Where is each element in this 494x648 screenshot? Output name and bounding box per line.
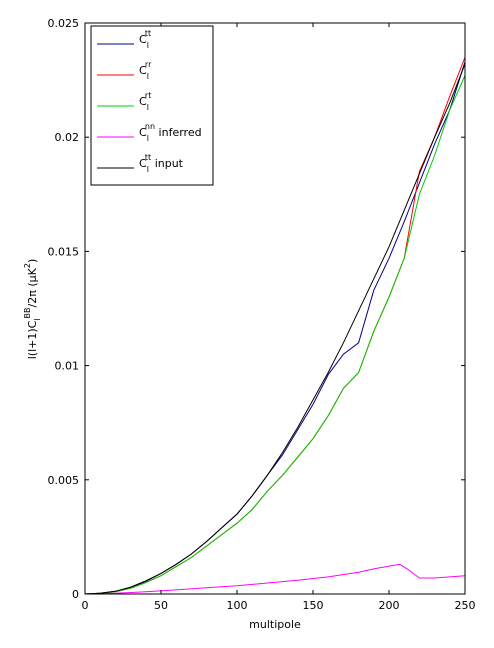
y-tick-label: 0.02 [55,131,80,144]
plot-frame [84,22,466,595]
x-tick-label: 200 [379,599,400,612]
legend-entry-3: Clnn inferred [139,122,202,143]
series-line-2 [84,75,466,595]
x-tick-label: 100 [227,599,248,612]
series-curves [84,57,466,595]
svg-text:l(l+1)ClBB/2π (μK2): l(l+1)ClBB/2π (μK2) [23,259,42,360]
legend: Cltt Clrr Clrt Clnn inferred Cltt input [90,25,214,186]
y-tick-label: 0 [72,588,79,601]
x-tick-label: 150 [303,599,324,612]
legend-entry-1: Clrr [139,60,152,81]
legend-entry-0: Cltt [139,29,151,50]
y-tick-label: 0.015 [48,245,80,258]
x-tick-label: 50 [154,599,168,612]
x-axis-ticks: 0 50 100 150 200 250 [82,23,476,612]
y-axis-label: l(l+1)ClBB/2π (μK2) [23,259,42,360]
legend-entry-4: Cltt input [139,153,184,174]
y-axis-ticks: 0 0.005 0.01 0.015 0.02 0.025 [48,17,465,601]
legend-entry-2: Clrt [139,91,151,112]
series-line-4 [84,63,466,595]
x-tick-label: 250 [455,599,476,612]
y-tick-label: 0.005 [48,474,80,487]
x-axis-label: multipole [249,618,301,631]
series-line-3 [84,563,466,595]
x-tick-label: 0 [82,599,89,612]
y-tick-label: 0.025 [48,17,80,30]
y-tick-label: 0.01 [55,360,80,373]
